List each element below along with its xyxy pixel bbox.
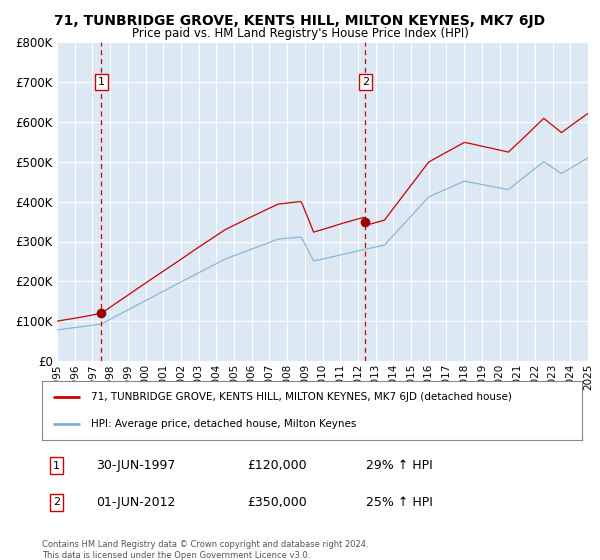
Text: Price paid vs. HM Land Registry's House Price Index (HPI): Price paid vs. HM Land Registry's House … [131, 27, 469, 40]
Text: 25% ↑ HPI: 25% ↑ HPI [366, 496, 433, 509]
Text: HPI: Average price, detached house, Milton Keynes: HPI: Average price, detached house, Milt… [91, 419, 356, 429]
Text: 29% ↑ HPI: 29% ↑ HPI [366, 459, 433, 472]
Text: Contains HM Land Registry data © Crown copyright and database right 2024.
This d: Contains HM Land Registry data © Crown c… [42, 540, 368, 560]
Text: 30-JUN-1997: 30-JUN-1997 [96, 459, 175, 472]
Text: 2: 2 [362, 77, 369, 87]
Text: 1: 1 [98, 77, 105, 87]
Text: 01-JUN-2012: 01-JUN-2012 [96, 496, 175, 509]
Text: 71, TUNBRIDGE GROVE, KENTS HILL, MILTON KEYNES, MK7 6JD (detached house): 71, TUNBRIDGE GROVE, KENTS HILL, MILTON … [91, 391, 511, 402]
Text: £350,000: £350,000 [247, 496, 307, 509]
Text: £120,000: £120,000 [247, 459, 307, 472]
Text: 1: 1 [53, 460, 60, 470]
Text: 71, TUNBRIDGE GROVE, KENTS HILL, MILTON KEYNES, MK7 6JD: 71, TUNBRIDGE GROVE, KENTS HILL, MILTON … [55, 14, 545, 28]
Text: 2: 2 [53, 497, 60, 507]
